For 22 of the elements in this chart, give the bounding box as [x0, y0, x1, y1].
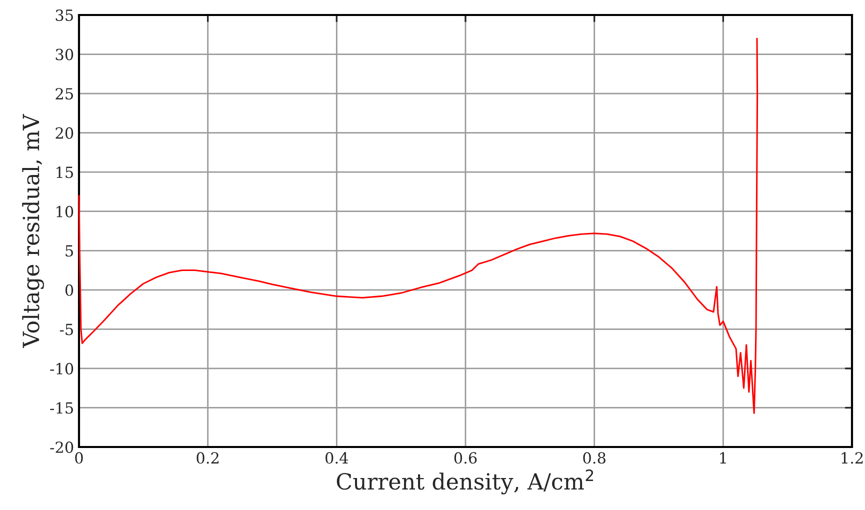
y-tick-label: -20: [50, 441, 74, 454]
line-series: [78, 38, 758, 414]
x-tick-label: 1: [720, 452, 726, 464]
x-tick-label: 0.4: [326, 452, 348, 464]
y-tick-label: 0: [65, 284, 74, 296]
y-tick-label: 10: [56, 206, 74, 218]
y-tick-label: -5: [60, 324, 73, 336]
y-tick-label: 35: [56, 9, 73, 22]
x-tick-label: 1.2: [842, 452, 863, 464]
y-tick-label: -15: [50, 402, 73, 414]
x-tick-label: 0: [75, 452, 83, 464]
y-tick-label: 15: [56, 166, 73, 178]
y-tick-label: -10: [50, 362, 74, 374]
y-axis-title: Voltage residual, mV: [22, 114, 44, 348]
x-tick-label: 0.2: [196, 452, 218, 464]
y-tick-label: 25: [56, 88, 73, 100]
y-tick-label: 5: [66, 245, 73, 257]
y-tick-label: 30: [56, 48, 74, 60]
y-tick-label: 20: [56, 127, 74, 139]
x-tick-label: 0.8: [583, 452, 606, 464]
x-tick-label: 0.6: [454, 452, 477, 464]
x-axis-title: Current density, A/cm$^{2}$: [336, 469, 594, 494]
